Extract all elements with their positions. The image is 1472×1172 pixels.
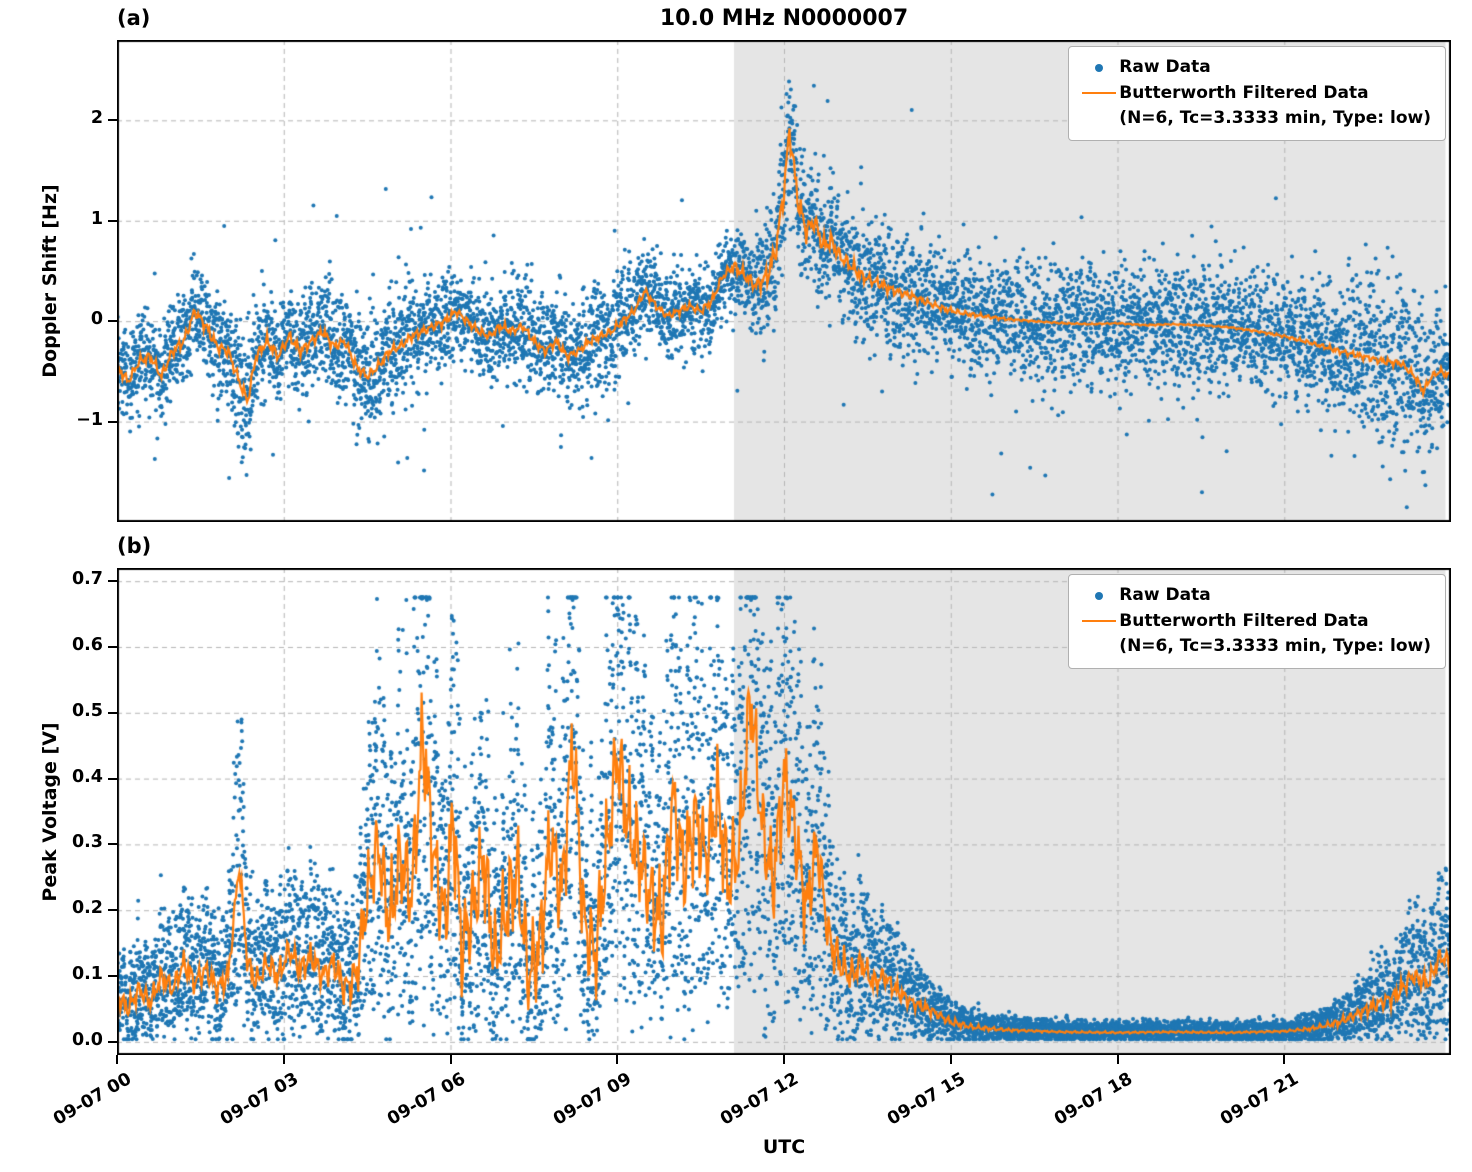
legend-b-raw-entry: Raw Data — [1079, 583, 1431, 609]
x-tick-mark — [1116, 1055, 1119, 1064]
x-tick-label: 09-07 15 — [883, 1069, 969, 1130]
legend-b-filtered-sublabel-row: (N=6, Tc=3.3333 min, Type: low) — [1079, 634, 1431, 660]
y-tick-mark — [108, 975, 117, 978]
legend-a-raw-label: Raw Data — [1119, 57, 1211, 77]
filtered-line-marker-icon — [1082, 92, 1117, 95]
panel-b-label: (b) — [117, 534, 152, 558]
x-tick-label: 09-07 18 — [1050, 1069, 1136, 1130]
y-tick-mark — [108, 580, 117, 583]
legend-b-raw-label: Raw Data — [1119, 585, 1211, 605]
figure-title: 10.0 MHz N0000007 — [659, 6, 909, 31]
y-tick-mark — [108, 645, 117, 648]
x-tick-mark — [783, 1055, 785, 1064]
y-tick-label: 0.0 — [71, 1029, 103, 1050]
filtered-line-marker-icon — [1082, 620, 1117, 623]
legend-a: Raw Data Butterworth Filtered Data (N=6,… — [1068, 46, 1446, 141]
raw-data-marker-icon — [1095, 63, 1104, 72]
y-tick-label: 0.6 — [71, 634, 103, 655]
y-tick-mark — [108, 219, 117, 222]
x-tick-mark — [1283, 1055, 1286, 1064]
legend-a-filtered-label: Butterworth Filtered Data — [1119, 82, 1369, 103]
x-tick-label: 09-07 00 — [50, 1069, 135, 1130]
x-axis-label: UTC — [762, 1136, 806, 1158]
y-tick-label: 0.7 — [71, 569, 103, 590]
legend-a-filtered-sublabel-row: (N=6, Tc=3.3333 min, Type: low) — [1079, 106, 1431, 132]
y-tick-mark — [108, 420, 117, 423]
x-tick-label: 09-07 03 — [216, 1069, 302, 1130]
y-tick-mark — [108, 777, 117, 780]
y-tick-label: 2 — [90, 108, 103, 129]
y-tick-mark — [108, 843, 117, 846]
x-tick-mark — [449, 1055, 452, 1064]
x-tick-label: 09-07 21 — [1217, 1069, 1303, 1130]
raw-data-marker-icon — [1095, 591, 1104, 600]
y-tick-mark — [108, 909, 117, 912]
y-axis-label-voltage: Peak Voltage [V] — [39, 722, 61, 902]
x-tick-mark — [949, 1055, 952, 1064]
x-tick-mark — [282, 1055, 285, 1064]
legend-a-raw-entry: Raw Data — [1079, 55, 1431, 81]
x-tick-label: 09-07 06 — [383, 1069, 469, 1130]
y-tick-mark — [108, 119, 117, 122]
legend-a-filtered-sublabel: (N=6, Tc=3.3333 min, Type: low) — [1119, 108, 1431, 128]
x-tick-mark — [616, 1055, 619, 1064]
y-axis-label-doppler: Doppler Shift [Hz] — [39, 184, 61, 378]
x-tick-label: 09-07 09 — [550, 1069, 636, 1130]
y-tick-label: 0.5 — [71, 700, 103, 721]
x-tick-mark — [116, 1055, 118, 1064]
legend-b-filtered-sublabel: (N=6, Tc=3.3333 min, Type: low) — [1119, 636, 1431, 656]
legend-a-filtered-entry: Butterworth Filtered Data — [1079, 81, 1431, 107]
legend-b-filtered-label: Butterworth Filtered Data — [1119, 610, 1369, 631]
y-tick-mark — [108, 1040, 117, 1043]
panel-a-label: (a) — [117, 6, 151, 30]
y-tick-label: 0.1 — [71, 964, 103, 985]
x-tick-label: 09-07 12 — [717, 1069, 802, 1130]
y-tick-label: −1 — [76, 409, 103, 430]
y-tick-mark — [108, 320, 117, 323]
y-tick-mark — [108, 711, 117, 714]
legend-b-filtered-entry: Butterworth Filtered Data — [1079, 609, 1431, 635]
legend-b: Raw Data Butterworth Filtered Data (N=6,… — [1068, 574, 1446, 669]
